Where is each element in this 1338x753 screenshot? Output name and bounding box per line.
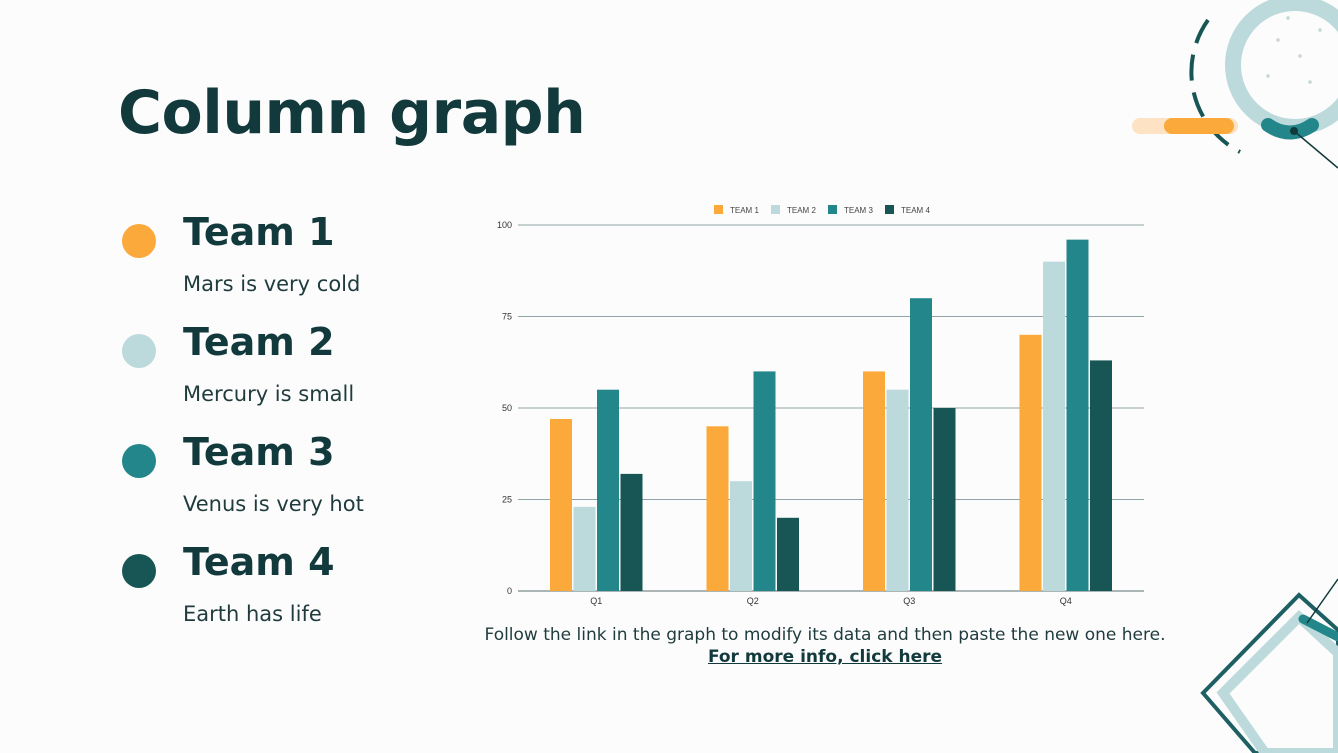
x-tick-label: Q3 bbox=[903, 596, 915, 606]
bar-q2-team1 bbox=[706, 426, 729, 591]
bar-q1-team1 bbox=[550, 418, 572, 591]
y-tick-label: 50 bbox=[502, 403, 512, 413]
bar-q1-team3 bbox=[597, 389, 619, 591]
bar-q4-team1 bbox=[1019, 334, 1042, 591]
bar-q4-team2 bbox=[1043, 261, 1065, 591]
team-1-dot bbox=[122, 224, 156, 258]
frame-decoration bbox=[1200, 578, 1338, 753]
team-4-desc: Earth has life bbox=[183, 602, 322, 626]
x-tick-label: Q2 bbox=[747, 596, 759, 606]
team-1-name: Team 1 bbox=[183, 210, 335, 254]
bar-q4-team4 bbox=[1090, 360, 1112, 591]
column-chart[interactable]: 0 25 50 75 100 TEAM 1 TEAM 2 TEAM 3 TEAM 4 Q1 Q2 Q3… bbox=[478, 195, 1158, 615]
legend-swatch-1 bbox=[714, 205, 723, 214]
legend-label-2: TEAM 2 bbox=[787, 206, 816, 215]
x-tick-label: Q1 bbox=[590, 596, 602, 606]
y-tick-label: 0 bbox=[507, 586, 512, 596]
bar-q2-team4 bbox=[777, 517, 799, 591]
ring-decoration bbox=[1132, 0, 1338, 169]
bar-q4-team3 bbox=[1066, 239, 1089, 591]
more-info-link[interactable]: For more info, click here bbox=[707, 647, 943, 667]
bar-q1-team2 bbox=[573, 506, 596, 591]
y-tick-label: 100 bbox=[497, 220, 512, 230]
legend-label-4: TEAM 4 bbox=[901, 206, 930, 215]
legend-swatch-4 bbox=[885, 205, 894, 214]
legend-swatch-3 bbox=[828, 205, 837, 214]
bar-q3-team1 bbox=[863, 371, 885, 591]
bar-q3-team3 bbox=[910, 298, 932, 591]
team-4-dot bbox=[122, 554, 156, 588]
team-2-desc: Mercury is small bbox=[183, 382, 355, 406]
team-2-name: Team 2 bbox=[183, 320, 335, 364]
team-4-name: Team 4 bbox=[183, 540, 335, 584]
bar-q3-team2 bbox=[886, 389, 909, 591]
page-title: Column graph bbox=[118, 78, 586, 148]
bar-q2-team3 bbox=[753, 371, 776, 591]
x-tick-label: Q4 bbox=[1060, 596, 1072, 606]
team-2-dot bbox=[122, 334, 156, 368]
bar-q2-team2 bbox=[730, 481, 752, 591]
team-3-name: Team 3 bbox=[183, 430, 335, 474]
legend-swatch-2 bbox=[771, 205, 780, 214]
y-tick-label: 25 bbox=[502, 495, 512, 505]
legend-label-1: TEAM 1 bbox=[730, 206, 759, 215]
team-3-desc: Venus is very hot bbox=[183, 492, 364, 516]
legend-label-3: TEAM 3 bbox=[844, 206, 873, 215]
note-text: Follow the link in the graph to modify i… bbox=[484, 625, 1166, 645]
y-tick-label: 75 bbox=[502, 312, 512, 322]
team-1-desc: Mars is very cold bbox=[183, 272, 361, 296]
bar-q1-team4 bbox=[620, 473, 643, 591]
team-3-dot bbox=[122, 444, 156, 478]
bar-q3-team4 bbox=[933, 408, 956, 591]
chart-note: Follow the link in the graph to modify i… bbox=[480, 624, 1170, 668]
